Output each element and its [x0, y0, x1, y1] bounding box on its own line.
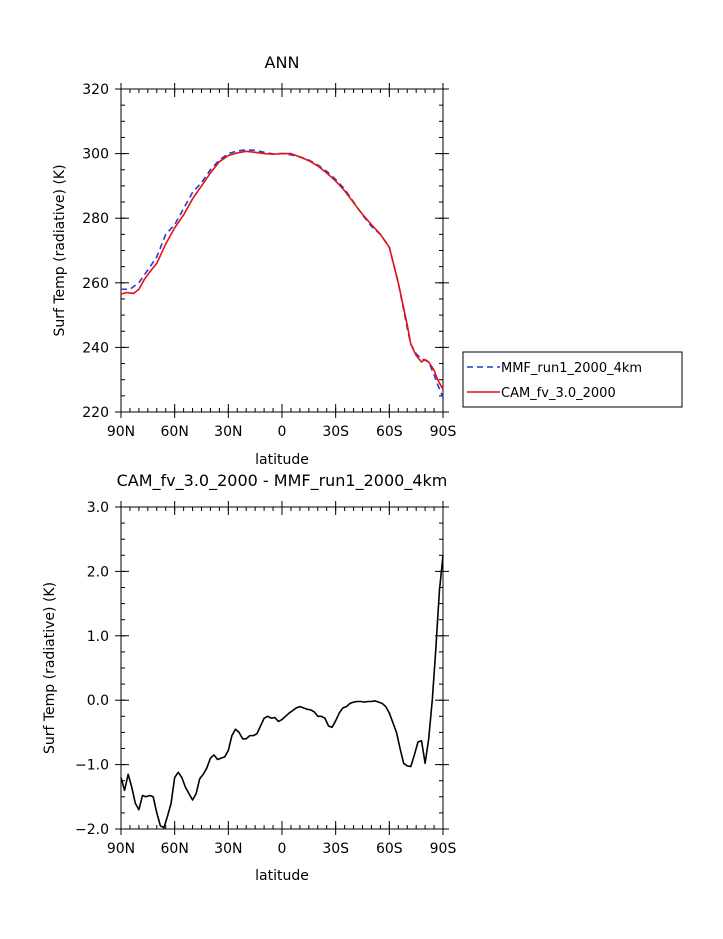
plot-frame: [120, 506, 444, 830]
y-tick-label: −1.0: [75, 758, 109, 774]
series-line-1: [120, 150, 444, 390]
x-axis: 90N 60N 30N 0 30S 60S 90S: [107, 83, 457, 440]
x-tick-label: 60S: [376, 841, 403, 857]
x-tick-label: 90N: [107, 424, 135, 440]
y-tick-label: 260: [82, 276, 109, 292]
x-tick-label: 60S: [376, 424, 403, 440]
legend-box: [462, 351, 683, 408]
y-tick-label: 220: [82, 405, 109, 421]
y-tick-label: 1.0: [87, 629, 109, 645]
y-tick-label: 3.0: [87, 500, 109, 516]
x-axis: 90N 60N 30N 0 30S 60S 90S: [107, 501, 457, 857]
chart-title: CAM_fv_3.0_2000 - MMF_run1_2000_4km: [117, 471, 448, 491]
series-line-0: [120, 555, 444, 829]
y-tick-label: 280: [82, 211, 109, 227]
legend: MMF_run1_2000_4km CAM_fv_3.0_2000: [462, 351, 683, 408]
y-tick-label: 320: [82, 82, 109, 98]
chart-title: ANN: [265, 53, 300, 72]
y-axis: −2.0 −1.0 0.0 1.0 2.0 3.0: [75, 500, 449, 838]
x-tick-label: 0: [278, 841, 287, 857]
series-layer: [120, 555, 444, 829]
x-tick-label: 60N: [161, 841, 189, 857]
difference-chart: CAM_fv_3.0_2000 - MMF_run1_2000_4km −2.0…: [42, 471, 456, 884]
x-axis-title: latitude: [255, 868, 309, 884]
x-tick-label: 30S: [322, 424, 349, 440]
series-layer: [120, 148, 444, 398]
x-tick-label: 0: [278, 424, 287, 440]
x-tick-label: 30N: [214, 424, 242, 440]
legend-label-mmf: MMF_run1_2000_4km: [501, 361, 642, 376]
y-axis-title: Surf Temp (radiative) (K): [52, 164, 68, 336]
y-tick-label: 0.0: [87, 693, 109, 709]
x-axis-title: latitude: [255, 452, 309, 468]
x-tick-label: 90S: [430, 841, 457, 857]
x-tick-label: 30N: [214, 841, 242, 857]
y-tick-label: −2.0: [75, 822, 109, 838]
y-axis: 220 240 260 280 300 320: [82, 82, 449, 421]
legend-label-cam: CAM_fv_3.0_2000: [501, 386, 616, 401]
x-tick-label: 60N: [161, 424, 189, 440]
y-axis-title: Surf Temp (radiative) (K): [42, 582, 58, 754]
x-tick-label: 90S: [430, 424, 457, 440]
x-tick-label: 30S: [322, 841, 349, 857]
y-tick-label: 240: [82, 340, 109, 356]
plot-frame: [120, 88, 444, 413]
x-tick-label: 90N: [107, 841, 135, 857]
y-tick-label: 300: [82, 147, 109, 163]
series-line-0: [121, 148, 444, 398]
y-tick-label: 2.0: [87, 564, 109, 580]
